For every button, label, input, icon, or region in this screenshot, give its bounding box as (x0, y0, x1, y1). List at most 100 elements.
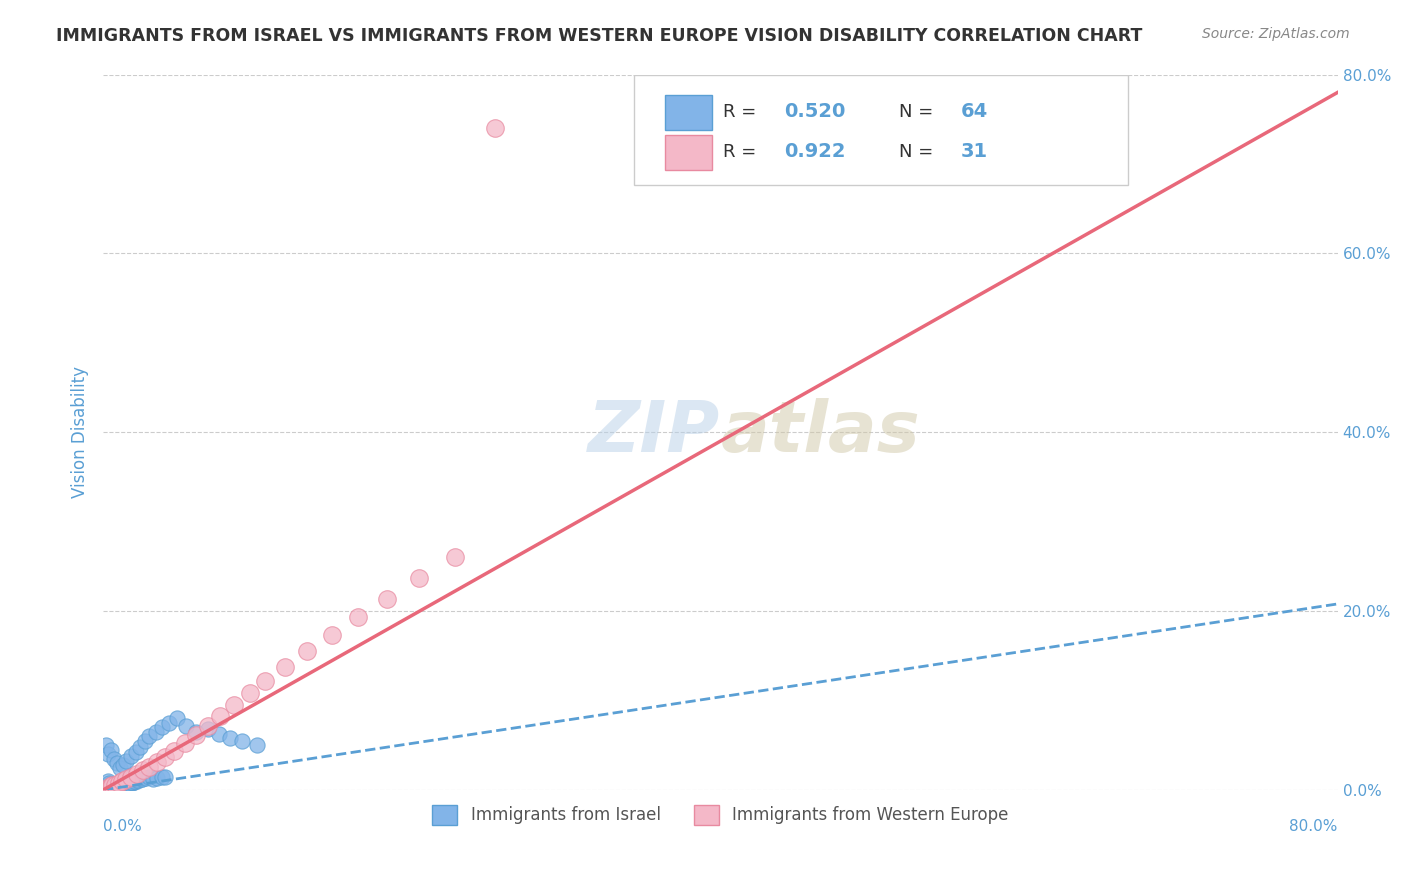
Point (159, 715, 181, 730)
Point (107, 778, 129, 792)
Point (138, 771, 160, 785)
Point (104, 778, 127, 792)
Point (174, 736, 197, 750)
Point (146, 755, 169, 769)
Point (115, 778, 138, 792)
Point (122, 775, 145, 789)
Text: N =: N = (900, 143, 939, 161)
Point (208, 727, 231, 741)
Point (100, 780, 122, 794)
Point (120, 775, 142, 789)
Point (98, 780, 121, 795)
Point (184, 728, 207, 742)
Point (100, 777, 122, 791)
Point (118, 777, 141, 791)
Point (97, 774, 120, 789)
Point (105, 756, 128, 770)
Point (209, 708, 232, 723)
Point (101, 781, 124, 796)
Point (112, 757, 135, 772)
Legend: Immigrants from Israel, Immigrants from Western Europe: Immigrants from Israel, Immigrants from … (426, 798, 1015, 831)
Point (132, 764, 155, 778)
Point (104, 780, 127, 794)
Point (107, 779, 129, 793)
Point (141, 772, 163, 787)
Point (484, 121, 506, 136)
Bar (665, 95, 711, 129)
Point (96, 738, 118, 752)
Point (274, 659, 297, 673)
Point (120, 748, 142, 763)
Point (122, 774, 145, 789)
Point (346, 610, 368, 624)
Point (125, 773, 148, 788)
Point (153, 749, 176, 764)
Point (150, 771, 173, 785)
Point (98, 780, 121, 795)
Point (163, 743, 186, 757)
Text: 0.0%: 0.0% (103, 819, 142, 833)
Point (105, 780, 128, 795)
Point (115, 754, 138, 768)
Point (105, 779, 128, 793)
Text: 0.520: 0.520 (785, 103, 846, 121)
Point (97, 781, 120, 796)
Point (246, 738, 269, 752)
Point (114, 777, 136, 791)
Point (295, 644, 318, 658)
Point (166, 711, 188, 725)
Point (408, 571, 430, 585)
Point (111, 774, 134, 789)
Point (117, 776, 139, 790)
Point (153, 770, 176, 784)
Point (197, 719, 219, 733)
Point (96, 782, 118, 797)
Point (96, 782, 118, 797)
Text: atlas: atlas (720, 398, 920, 467)
Point (108, 761, 131, 775)
Text: 64: 64 (962, 103, 988, 121)
Point (218, 731, 240, 745)
Point (107, 776, 129, 790)
Point (124, 745, 146, 759)
Point (224, 698, 246, 712)
Text: 31: 31 (962, 143, 988, 161)
Point (101, 778, 124, 792)
Point (197, 722, 219, 736)
Point (125, 767, 148, 781)
Text: 80.0%: 80.0% (1289, 819, 1337, 833)
Point (135, 772, 157, 786)
Point (112, 778, 135, 792)
Point (138, 729, 160, 743)
Point (254, 673, 277, 688)
Point (131, 772, 153, 787)
Point (145, 724, 167, 739)
Point (111, 779, 134, 793)
Point (100, 780, 122, 794)
Bar (665, 136, 711, 169)
Point (98, 776, 121, 790)
FancyBboxPatch shape (634, 75, 1128, 186)
Point (101, 779, 124, 793)
Point (97, 781, 120, 796)
Text: Source: ZipAtlas.com: Source: ZipAtlas.com (1202, 27, 1350, 41)
Text: 0.922: 0.922 (785, 143, 846, 161)
Point (138, 760, 160, 774)
Point (231, 733, 253, 747)
Point (104, 780, 127, 794)
Y-axis label: Vision Disability: Vision Disability (72, 367, 89, 499)
Point (103, 779, 125, 793)
Point (115, 772, 138, 787)
Point (111, 780, 134, 794)
Point (321, 628, 343, 642)
Point (103, 751, 125, 765)
Point (112, 779, 135, 793)
Point (120, 770, 142, 784)
Point (239, 686, 262, 700)
Point (131, 772, 153, 787)
Point (108, 777, 131, 791)
Point (103, 780, 125, 795)
Point (97, 747, 120, 761)
Text: IMMIGRANTS FROM ISRAEL VS IMMIGRANTS FROM WESTERN EUROPE VISION DISABILITY CORRE: IMMIGRANTS FROM ISRAEL VS IMMIGRANTS FRO… (56, 27, 1143, 45)
Point (150, 720, 173, 734)
